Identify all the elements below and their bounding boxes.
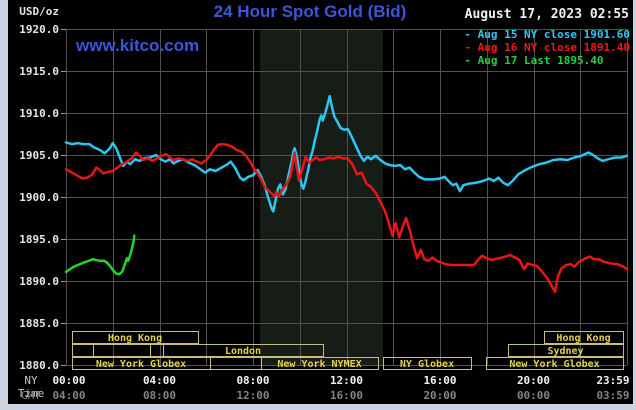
x-tick-label-gmt: 04:00 [52, 389, 86, 402]
x-tick-label-gmt: 12:00 [236, 389, 270, 402]
y-tick-label: 1900.0 [19, 191, 59, 204]
legend-item: - Aug 16 NY close 1891.40 [464, 41, 630, 54]
x-tick-label-gmt: 20:00 [423, 389, 457, 402]
session-box [72, 344, 94, 357]
y-tick-label: 1920.0 [19, 23, 59, 36]
session-box [150, 344, 165, 357]
session-label: New York NYMEX [277, 359, 361, 370]
y-tick-label: 1905.0 [19, 149, 59, 162]
window-edge-right [633, 0, 636, 410]
session-box-new-york-globex [486, 357, 625, 370]
window-edge-left [0, 0, 8, 410]
legend-item: - Aug 15 NY close 1901.60 [464, 28, 630, 41]
x-tick-label-gmt: 03:59 [596, 389, 630, 402]
y-tick-label: 1910.0 [19, 107, 59, 120]
price-line-aug-16 [64, 142, 629, 294]
session-label: NY Globex [400, 359, 454, 370]
session-box-new-york-nymex [260, 357, 380, 370]
y-axis-unit-label: USD/oz [19, 5, 59, 18]
session-label: London [225, 346, 261, 357]
session-box-sydney [507, 344, 625, 357]
session-label: New York Globex [96, 359, 186, 370]
x-tick-label-gmt: 08:00 [142, 389, 177, 402]
legend-item: - Aug 17 Last 1895.40 [464, 54, 604, 67]
y-tick-label: 1915.0 [19, 65, 59, 78]
session-label: Hong Kong [108, 333, 162, 344]
x-tick-label-gmt: 16:00 [329, 389, 364, 402]
x-tick-label-ny: 04:00 [142, 374, 177, 387]
session-label: Sydney [547, 346, 583, 357]
legend: - Aug 15 NY close 1901.60- Aug 16 NY clo… [464, 28, 630, 67]
kitco-watermark: www.kitco.com [76, 36, 200, 55]
page-title: 24 Hour Spot Gold (Bid) [213, 2, 407, 21]
x-tick-label-ny: 12:00 [329, 374, 364, 387]
session-box-hong-kong [544, 331, 625, 344]
window-edge-bottom [0, 404, 636, 410]
session-box-hong-kong [72, 331, 199, 344]
x-axis-ny-time-caption: NY Time [17, 374, 45, 400]
x-axis-gmt-caption: GMT [21, 389, 41, 402]
x-tick-label-ny: 00:00 [52, 374, 86, 387]
session-box-london [163, 344, 325, 357]
y-tick-label: 1895.0 [19, 233, 59, 246]
y-tick-label: 1880.0 [19, 359, 59, 372]
x-tick-label-ny: 23:59 [596, 374, 630, 387]
price-line-aug-17 [64, 234, 136, 276]
session-box [92, 344, 152, 357]
y-tick-label: 1885.0 [19, 317, 59, 330]
chart-datetime: August 17, 2023 02:55 [464, 7, 629, 22]
price-line-aug-15 [64, 94, 629, 213]
session-label: New York Globex [509, 359, 599, 370]
x-tick-label-ny: 08:00 [236, 374, 270, 387]
session-label: Hong Kong [556, 333, 610, 344]
session-box-ny-globex [383, 357, 472, 370]
x-tick-label-ny: 16:00 [423, 374, 457, 387]
x-tick-label-gmt: 00:00 [516, 389, 551, 402]
x-tick-label-ny: 20:00 [516, 374, 551, 387]
y-tick-label: 1890.0 [19, 275, 59, 288]
